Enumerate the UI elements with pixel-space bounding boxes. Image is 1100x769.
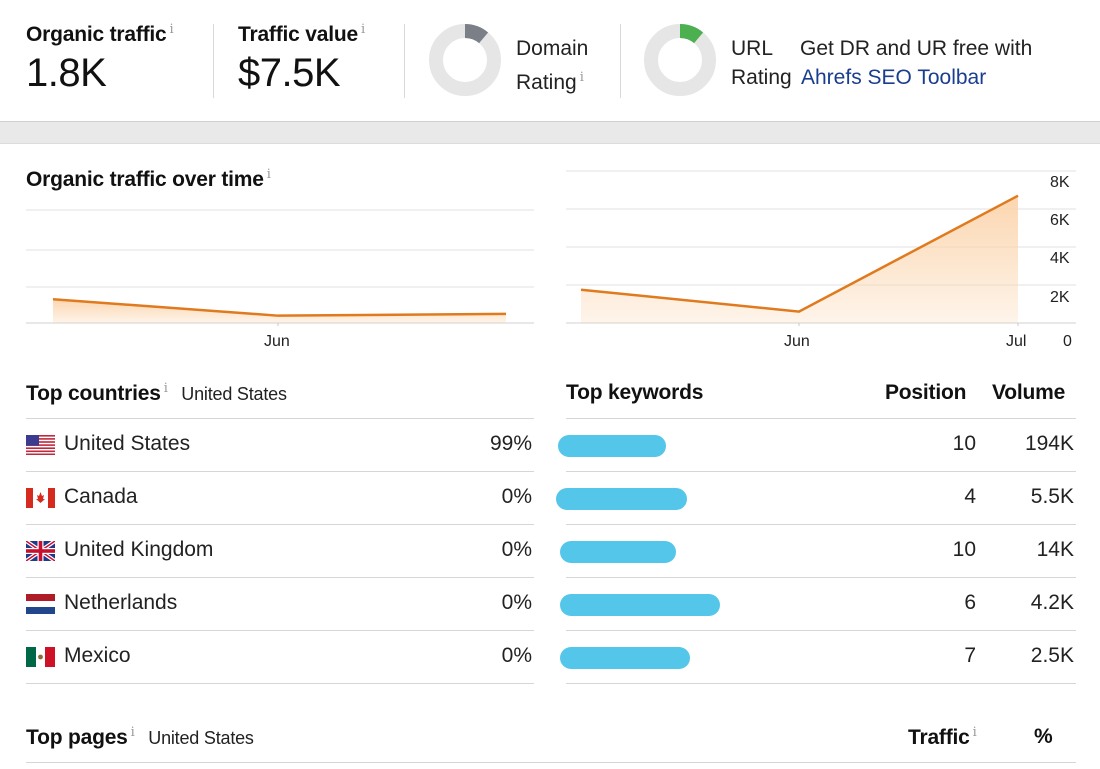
position-column-header[interactable]: Position [885, 381, 967, 404]
info-icon[interactable]: i [579, 70, 584, 85]
redacted-keyword [560, 594, 720, 616]
domain-rating-ring-icon [429, 24, 501, 96]
country-name[interactable]: Canada [64, 485, 138, 508]
keyword-volume: 194K [1024, 432, 1074, 455]
domain-rating-label[interactable]: Domain Rating i [516, 37, 589, 94]
y-tick-label: 4K [1050, 250, 1070, 267]
keyword-position: 10 [952, 538, 976, 561]
keyword-position: 6 [964, 591, 976, 614]
y-tick-label: 2K [1050, 289, 1070, 306]
info-icon[interactable]: i [972, 725, 977, 740]
seo-toolbar-link[interactable]: Ahrefs SEO Toolbar [801, 66, 987, 89]
redacted-keyword [558, 435, 666, 457]
metrics-bar: Organic traffic i 1.8K Traffic value i $7.… [0, 0, 1100, 122]
organic-traffic-label: Organic traffic [26, 23, 167, 46]
keyword-row[interactable]: 6 4.2K [560, 577, 1076, 630]
keyword-position: 4 [964, 485, 976, 508]
top-countries-heading: Top countries i United States [26, 381, 287, 405]
keyword-position: 7 [964, 644, 976, 667]
country-row[interactable]: United Kingdom 0% [26, 524, 534, 577]
traffic-chart-right[interactable] [566, 164, 1076, 326]
divider [213, 24, 214, 98]
country-row[interactable]: Mexico 0% [26, 630, 534, 684]
traffic-area [53, 299, 506, 323]
redacted-keyword [556, 488, 687, 510]
nl-flag-icon [26, 594, 55, 614]
y-tick-label: 0 [1063, 333, 1072, 350]
country-row[interactable]: Canada 0% [26, 471, 534, 524]
divider [620, 24, 621, 98]
keyword-volume: 14K [1036, 538, 1074, 561]
info-icon[interactable]: i [130, 725, 135, 740]
country-row[interactable]: United States 99% [26, 418, 534, 471]
y-tick-label: 6K [1050, 212, 1070, 229]
y-tick-label: 8K [1050, 174, 1070, 191]
keyword-row[interactable]: 7 2.5K [560, 630, 1076, 684]
traffic-chart-title: Organic traffic over time i [26, 167, 271, 191]
toolbar-promo: Get DR and UR free with [800, 37, 1033, 60]
overview-panel: Organic traffic over time i Jun 8K 6K 4K … [0, 143, 1100, 769]
divider [26, 762, 1076, 763]
country-name[interactable]: United States [64, 432, 191, 455]
info-icon[interactable]: i [360, 22, 365, 37]
keyword-row[interactable]: 10 194K [558, 418, 1076, 471]
x-tick-label: Jun [264, 333, 290, 350]
traffic-value-label: Traffic value [238, 23, 358, 46]
traffic-value-metric[interactable]: Traffic value i $7.5K [238, 22, 365, 96]
traffic-line [52, 297, 507, 317]
top-keywords-heading: Top keywords [566, 381, 704, 404]
ca-flag-icon [26, 488, 55, 508]
info-icon[interactable]: i [266, 167, 271, 182]
redacted-keyword [560, 541, 676, 563]
traffic-value-value: $7.5K [238, 51, 341, 95]
traffic-line [580, 194, 1019, 313]
countries-filter[interactable]: United States [181, 384, 287, 404]
country-percent: 99% [489, 432, 532, 455]
top-pages-heading: Top pages i United States [26, 725, 254, 749]
traffic-chart-left[interactable] [26, 204, 534, 326]
url-rating-ring-icon [644, 24, 716, 96]
x-tick-label: Jul [1006, 333, 1027, 350]
organic-traffic-value: 1.8K [26, 51, 107, 95]
country-row[interactable]: Netherlands 0% [26, 577, 534, 630]
keyword-row[interactable]: 4 5.5K [556, 471, 1076, 524]
mx-flag-icon [26, 647, 55, 667]
url-rating-label: URL Rating [731, 37, 792, 89]
keyword-position: 10 [952, 432, 976, 455]
percent-column-header[interactable]: % [1034, 725, 1053, 748]
gb-flag-icon [26, 541, 55, 561]
traffic-area [581, 195, 1018, 323]
country-name[interactable]: Mexico [64, 644, 131, 667]
keyword-volume: 2.5K [1030, 644, 1074, 667]
country-percent: 0% [501, 591, 532, 614]
us-flag-icon [26, 435, 55, 455]
organic-traffic-metric[interactable]: Organic traffic i 1.8K [26, 22, 174, 96]
country-percent: 0% [501, 538, 532, 561]
divider [404, 24, 405, 98]
keyword-volume: 5.5K [1030, 485, 1074, 508]
country-name[interactable]: United Kingdom [64, 538, 214, 561]
traffic-column-header[interactable]: Traffic i [908, 725, 977, 749]
pages-filter[interactable]: United States [148, 728, 254, 748]
info-icon[interactable]: i [169, 22, 174, 37]
info-icon[interactable]: i [163, 381, 168, 396]
volume-column-header[interactable]: Volume [992, 381, 1066, 404]
keyword-row[interactable]: 10 14K [560, 524, 1076, 577]
x-tick-label: Jun [784, 333, 810, 350]
redacted-keyword [560, 647, 690, 669]
country-name[interactable]: Netherlands [64, 591, 178, 614]
country-percent: 0% [501, 485, 532, 508]
keyword-volume: 4.2K [1030, 591, 1074, 614]
country-percent: 0% [501, 644, 532, 667]
